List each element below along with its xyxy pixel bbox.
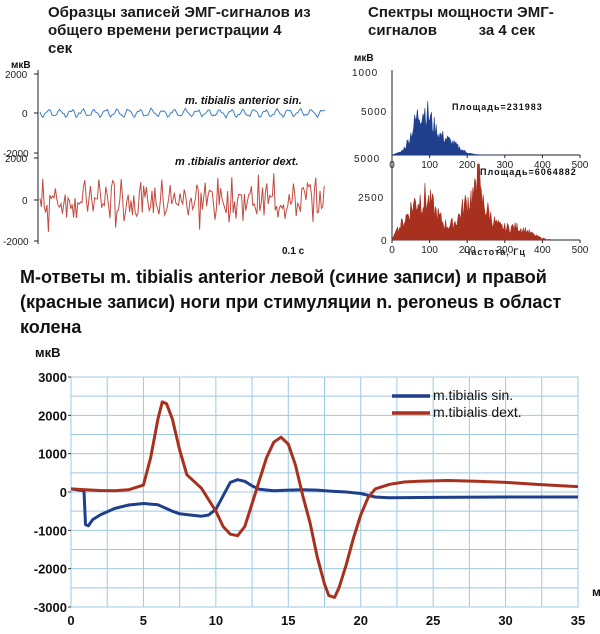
caption-line-3: колена bbox=[20, 317, 82, 337]
y-tick-label--1000: -1000 bbox=[34, 523, 67, 538]
emg-top-ytick-2000: 2000 bbox=[5, 70, 28, 81]
spectrum-xtick-label-0: 0 bbox=[389, 245, 395, 256]
spectrum-xtick-label-400: 400 bbox=[534, 245, 551, 256]
emg-bottom-ytick-0: 0 bbox=[22, 196, 28, 207]
top-left-title-line-3: сек bbox=[48, 40, 73, 57]
spectrum-top-area-label: Площадь=231983 bbox=[452, 102, 543, 112]
spectrum-xtick-label-300: 300 bbox=[496, 245, 513, 256]
top-right-title-line-2: сигналов за 4 сек bbox=[368, 22, 536, 39]
spectrum-xtick-label-400: 400 bbox=[534, 160, 551, 171]
x-tick-label-35: 35 bbox=[571, 613, 585, 628]
y-tick-label-1000: 1000 bbox=[38, 447, 67, 462]
top-right-title: Спектры мощности ЭМГ- сигналов за 4 сек bbox=[368, 4, 600, 40]
emg-ylabel: мкВ bbox=[11, 60, 31, 71]
emg-dext-label: m .tibialis anterior dext. bbox=[175, 156, 298, 168]
emg-scale-label: 0.1 c bbox=[282, 246, 305, 257]
y-tick-label--2000: -2000 bbox=[34, 562, 67, 577]
emg-sin-label: m. tibialis anterior sin. bbox=[185, 95, 302, 107]
caption-line-2: (красные записи) ноги при стимуляции n. … bbox=[20, 292, 562, 312]
spectrum-xtick-label-500: 500 bbox=[572, 245, 589, 256]
spectrum-xtick-label-500: 500 bbox=[572, 160, 589, 171]
top-right-title-line-1: Спектры мощности ЭМГ- bbox=[368, 4, 554, 21]
m-response-xticks: 0 5 10 15 20 25 30 35 bbox=[67, 613, 585, 628]
top-left-title: Образцы записей ЭМГ-сигналов из общего в… bbox=[48, 4, 348, 58]
emg-bottom-ytick-2000: 2000 bbox=[5, 154, 28, 165]
caption-line-1: М-ответы m. tibialis anterior левой (син… bbox=[20, 267, 547, 287]
emg-dext-trace bbox=[39, 173, 325, 232]
spectrum-xtick-label-200: 200 bbox=[459, 245, 476, 256]
spectrum-bottom-ytick-2500: 2500 bbox=[358, 193, 384, 204]
spectrum-bottom-area-label: Площадь=6064882 bbox=[480, 167, 577, 177]
m-response-sin-line bbox=[70, 478, 578, 528]
top-left-title-line-2: общего времени регистрации 4 bbox=[48, 22, 282, 39]
spectrum-top-ytick-5000: 5000 bbox=[361, 107, 387, 118]
m-response-ylabel: мкВ bbox=[35, 345, 61, 360]
m-response-caption: М-ответы m. tibialis anterior левой (син… bbox=[20, 265, 600, 340]
spectrum-bottom-area bbox=[391, 163, 551, 241]
emg-bottom-ytick-neg2000: -2000 bbox=[3, 237, 29, 248]
m-response-x-unit: м bbox=[592, 585, 600, 599]
spectrum-xtick-label-200: 200 bbox=[459, 160, 476, 171]
x-tick-label-10: 10 bbox=[209, 613, 223, 628]
y-tick-label--3000: -3000 bbox=[34, 600, 67, 615]
x-tick-label-0: 0 bbox=[67, 613, 74, 628]
spectrum-bottom-xticks: 0 100 200 300 400 500 bbox=[389, 240, 589, 256]
legend-dext-label: m.tibialis dext. bbox=[433, 404, 522, 420]
spectrum-xtick-label-100: 100 bbox=[421, 245, 438, 256]
x-tick-label-20: 20 bbox=[353, 613, 367, 628]
emg-traces-chart: мкВ 2000 0 -2000 m. tibialis anterior si… bbox=[3, 60, 326, 257]
m-response-dext-line bbox=[70, 400, 579, 599]
m-response-legend: m.tibialis sin. m.tibialis dext. bbox=[392, 387, 522, 420]
emg-top-ytick-neg2000: -2000 bbox=[3, 149, 29, 160]
spectrum-top-area bbox=[391, 100, 505, 156]
y-tick-label-3000: 3000 bbox=[38, 370, 67, 385]
x-tick-label-25: 25 bbox=[426, 613, 440, 628]
m-response-chart: мкВ 3000 2000 1000 0 -1000 -2000 -3000 0 5 10 15 2… bbox=[34, 345, 600, 628]
emg-sin-trace bbox=[39, 107, 326, 120]
x-tick-label-30: 30 bbox=[498, 613, 512, 628]
legend-sin-label: m.tibialis sin. bbox=[433, 387, 513, 403]
spectrum-bottom-ytick-0: 0 bbox=[381, 236, 387, 247]
top-left-title-line-1: Образцы записей ЭМГ-сигналов из bbox=[48, 4, 311, 21]
y-tick-label-0: 0 bbox=[60, 485, 67, 500]
y-tick-label-2000: 2000 bbox=[38, 408, 67, 423]
x-tick-label-15: 15 bbox=[281, 613, 295, 628]
spectrum-ylabel: мкВ bbox=[354, 53, 374, 64]
emg-top-ytick-0: 0 bbox=[22, 109, 28, 120]
spectrum-bottom-ytick-5000: 5000 bbox=[354, 154, 380, 165]
x-tick-label-5: 5 bbox=[140, 613, 147, 628]
spectrum-xlabel: Частота, Гц bbox=[464, 247, 526, 257]
spectrum-top-ytick-1000: 1000 bbox=[352, 68, 378, 79]
m-response-yticks: 3000 2000 1000 0 -1000 -2000 -3000 bbox=[34, 370, 71, 615]
spectrum-xtick-label-100: 100 bbox=[421, 160, 438, 171]
spectrum-xtick-label-300: 300 bbox=[496, 160, 513, 171]
